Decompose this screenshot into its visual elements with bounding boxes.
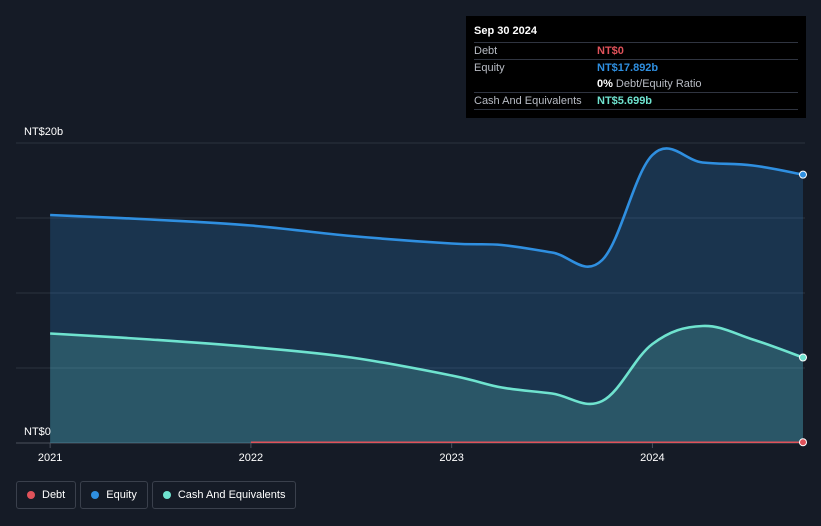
cash-and-equivalents-area: [50, 325, 803, 443]
tooltip-equity-label: Equity: [474, 62, 505, 74]
tooltip-debt-value: NT$0: [597, 45, 624, 57]
tooltip-panel: Sep 30 2024 Debt NT$0 Equity NT$17.892b …: [466, 16, 806, 118]
y-axis-label-top: NT$20b: [24, 126, 63, 138]
tooltip-ratio-value: 0%: [597, 78, 613, 90]
tooltip-row-equity: Equity NT$17.892b: [474, 59, 798, 76]
tooltip-ratio-label: Debt/Equity Ratio: [615, 78, 702, 90]
cash-and-equivalents-line: [50, 324, 804, 406]
x-axis: 2021 2022 2023 2024: [38, 443, 665, 464]
legend-equity-label: Equity: [106, 489, 137, 501]
x-tick-label-3: 2024: [640, 452, 664, 464]
tooltip-row-ratio: 0% Debt/Equity Ratio: [474, 76, 798, 92]
x-tick-label-2: 2023: [439, 452, 463, 464]
series-lines: [50, 147, 804, 444]
legend: Debt Equity Cash And Equivalents: [16, 481, 297, 509]
tooltip-cash-label: Cash And Equivalents: [474, 95, 582, 107]
x-tick-label-0: 2021: [38, 452, 62, 464]
debt-endpoint: [798, 438, 807, 447]
legend-cash-label: Cash And Equivalents: [177, 489, 286, 501]
legend-equity-dot: [91, 491, 100, 499]
equity-line: [50, 147, 804, 268]
y-axis-label-bottom: NT$0: [24, 426, 51, 438]
tooltip-row-debt: Debt NT$0: [474, 42, 798, 59]
legend-item-debt[interactable]: Debt: [16, 481, 77, 509]
tooltip-row-cash: Cash And Equivalents NT$5.699b: [474, 92, 798, 110]
legend-cash-dot: [162, 491, 171, 499]
legend-item-cash[interactable]: Cash And Equivalents: [151, 481, 297, 509]
x-tick-label-1: 2022: [239, 452, 263, 464]
tooltip-equity-value: NT$17.892b: [597, 62, 659, 74]
tooltip-debt-label: Debt: [474, 45, 498, 57]
equity-area: [50, 148, 803, 443]
legend-item-equity[interactable]: Equity: [80, 481, 148, 509]
legend-debt-label: Debt: [42, 489, 66, 501]
tooltip-date: Sep 30 2024: [474, 25, 537, 37]
legend-debt-dot: [27, 491, 35, 499]
tooltip-cash-value: NT$5.699b: [597, 95, 653, 107]
cash-and-equivalents-endpoint: [798, 353, 807, 362]
equity-endpoint: [798, 170, 807, 179]
series-endpoints: [798, 170, 807, 447]
series-areas: [50, 148, 803, 443]
